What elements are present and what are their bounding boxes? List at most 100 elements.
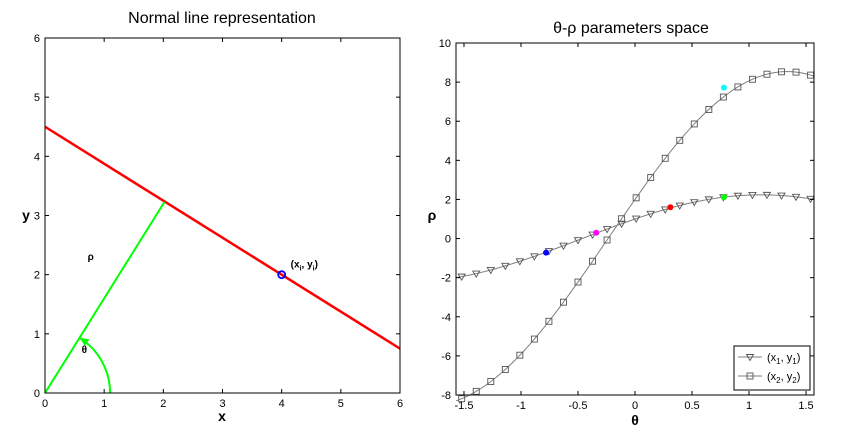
left-x-tick-label: 6 bbox=[397, 398, 403, 410]
series-2-marker bbox=[647, 174, 655, 182]
series-2-marker bbox=[632, 194, 640, 202]
left-chart: Normal line representation 0 1 2 3 4 5 6 0 1 2 3 4 5… bbox=[22, 10, 403, 424]
right-plot-frame bbox=[455, 42, 815, 396]
data-point bbox=[277, 270, 287, 280]
right-y-axis-label: ρ bbox=[428, 207, 437, 223]
series-line-2 bbox=[455, 71, 815, 402]
left-x-tick-label: 0 bbox=[42, 398, 48, 410]
highlight-point bbox=[720, 194, 727, 201]
legend-marker-2 bbox=[746, 372, 754, 380]
rho-label: ρ bbox=[88, 252, 94, 263]
right-x-tick-label: -0.5 bbox=[569, 400, 588, 412]
left-y-tick-label: 6 bbox=[34, 33, 40, 45]
left-y-tick-label: 5 bbox=[34, 92, 40, 104]
right-x-axis-label: θ bbox=[631, 412, 639, 428]
series-2-marker bbox=[603, 236, 611, 244]
right-y-tick-label: 6 bbox=[445, 116, 451, 128]
highlight-point bbox=[543, 249, 550, 256]
line-series bbox=[44, 125, 401, 350]
point-label: (xi, yi) bbox=[291, 260, 318, 273]
left-y-tick-label: 3 bbox=[34, 211, 40, 223]
series-1-marker bbox=[777, 192, 786, 200]
right-y-tick-label: -4 bbox=[441, 312, 451, 324]
series-line-1 bbox=[455, 194, 815, 279]
series-1-marker bbox=[690, 199, 699, 207]
right-y-tick-label: 8 bbox=[445, 77, 451, 89]
right-chart-title: θ-ρ parameters space bbox=[553, 20, 709, 37]
right-y-tick-label: 0 bbox=[445, 234, 451, 246]
left-x-axis-label: x bbox=[218, 408, 226, 424]
series-2-marker bbox=[676, 136, 684, 144]
series-1-marker bbox=[762, 191, 772, 200]
right-chart: θ-ρ parameters space -1.5 -1 -0.5 0 0.5 1 1.5 -… bbox=[428, 20, 815, 428]
series-2-marker bbox=[705, 106, 713, 113]
left-x-tick-label: 1 bbox=[101, 398, 107, 410]
point-label-sub1: i bbox=[300, 266, 302, 273]
series-2-marker bbox=[560, 298, 567, 306]
series-2-marker bbox=[458, 395, 466, 403]
series-1-marker bbox=[471, 270, 481, 278]
right-y-tick-label: -6 bbox=[441, 351, 451, 363]
series-2-marker bbox=[748, 75, 756, 83]
series-2-marker bbox=[719, 93, 727, 101]
legend-text: ) bbox=[797, 352, 801, 364]
series-1-marker bbox=[559, 242, 568, 251]
series-2-marker bbox=[763, 70, 771, 78]
series-1-marker bbox=[646, 210, 655, 219]
right-y-tick-label: -8 bbox=[441, 390, 451, 402]
right-x-tick-label: -1 bbox=[516, 400, 526, 412]
point-label-close: ) bbox=[315, 260, 318, 271]
series-2-marker bbox=[472, 387, 480, 395]
right-y-tick-label: -2 bbox=[441, 273, 451, 285]
series-1-marker bbox=[515, 258, 525, 266]
legend-sub: 1 bbox=[776, 357, 781, 366]
left-y-tick-label: 0 bbox=[34, 388, 40, 400]
series-1-marker bbox=[501, 262, 510, 271]
legend: (x1, y1)(x2, y2) bbox=[733, 345, 811, 391]
series-1-marker bbox=[457, 273, 466, 282]
point-label-y: , y bbox=[302, 260, 314, 271]
right-y-tick-label: 10 bbox=[439, 38, 451, 50]
right-y-tick-label: 2 bbox=[445, 194, 451, 206]
series-2-marker bbox=[778, 68, 785, 76]
series-2-marker bbox=[516, 351, 524, 359]
left-chart-title: Normal line representation bbox=[128, 10, 316, 27]
legend-text: , y bbox=[781, 352, 793, 364]
series-1-marker bbox=[791, 193, 801, 202]
series-2-marker bbox=[734, 83, 742, 91]
series-1-marker bbox=[704, 196, 714, 204]
highlight-point bbox=[667, 204, 674, 211]
legend-label-1: (x1, y1) bbox=[767, 352, 800, 366]
right-x-tick-label: -1.5 bbox=[454, 400, 473, 412]
left-x-tick-label: 4 bbox=[279, 398, 285, 410]
left-x-tick-label: 5 bbox=[338, 398, 344, 410]
series-1-marker bbox=[530, 253, 539, 261]
series-1-marker bbox=[675, 202, 685, 210]
legend-sub: 2 bbox=[792, 376, 797, 385]
point-label-sub2: i bbox=[313, 266, 315, 273]
series-1-marker bbox=[660, 206, 670, 214]
left-x-tick-label: 2 bbox=[160, 398, 166, 410]
left-plot-frame bbox=[44, 37, 401, 394]
legend-sub: 1 bbox=[792, 357, 797, 366]
right-x-tick-label: 0.5 bbox=[684, 400, 699, 412]
series-2-marker bbox=[618, 215, 626, 223]
legend-marker-1 bbox=[745, 354, 755, 362]
left-y-tick-label: 2 bbox=[34, 270, 40, 282]
point-label-x: (x bbox=[291, 260, 300, 271]
series-1-marker bbox=[748, 192, 757, 200]
series-2-marker bbox=[574, 278, 582, 286]
legend-text: (x bbox=[767, 371, 777, 383]
legend-label-2: (x2, y2) bbox=[767, 371, 800, 385]
right-x-tick-label: 1 bbox=[746, 400, 752, 412]
theta-label: θ bbox=[82, 345, 87, 356]
series-2-marker bbox=[661, 154, 669, 162]
series-2-marker bbox=[589, 257, 596, 265]
legend-box bbox=[733, 345, 811, 391]
left-y-axis-label: y bbox=[22, 207, 30, 223]
legend-text: (x bbox=[767, 352, 777, 364]
right-y-tick-label: 4 bbox=[445, 155, 451, 167]
series-2-marker bbox=[792, 68, 800, 76]
highlight-point bbox=[593, 229, 600, 236]
